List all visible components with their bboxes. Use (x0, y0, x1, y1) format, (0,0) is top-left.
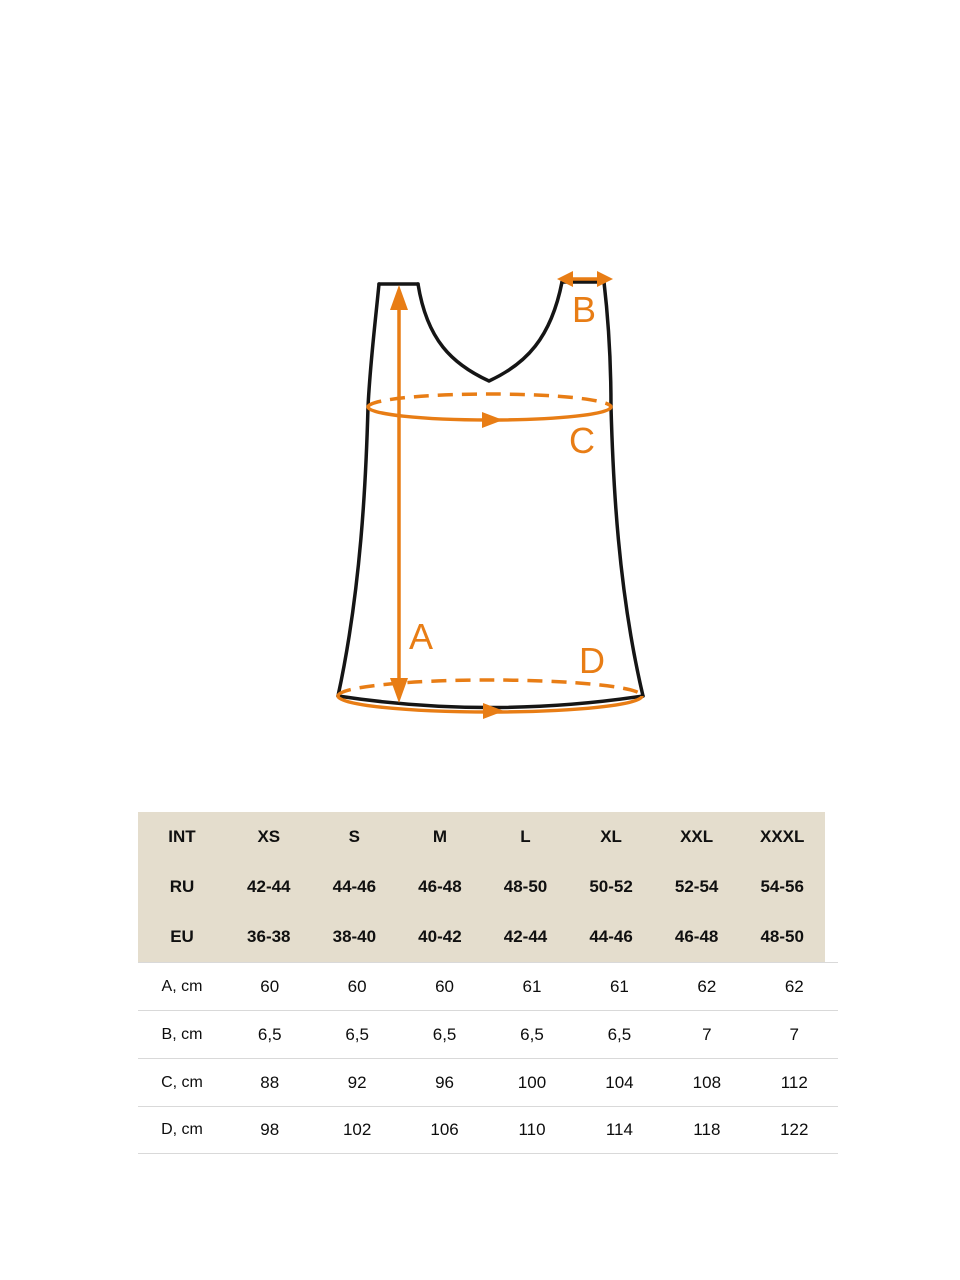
value-cell: 46-48 (674, 927, 719, 946)
row-label: A, cm (161, 977, 203, 995)
length-arrow-A (390, 285, 408, 703)
value-cell: 38-40 (332, 927, 377, 946)
size-table-header: INT XS S M L XL XXL XXXL RU 42-44 44-46 46-48 48-50 5… (138, 812, 825, 962)
value-cell: 102 (342, 1120, 372, 1139)
v-neckline (416, 280, 564, 383)
value-cell: 110 (518, 1120, 546, 1139)
value-cell: 52-54 (674, 877, 719, 896)
value-cell: 7 (789, 1024, 800, 1044)
value-cell: 6,5 (607, 1024, 632, 1044)
arrowhead-up-icon (390, 285, 408, 310)
value-cell: 7 (702, 1024, 712, 1044)
value-cell: 92 (347, 1072, 367, 1092)
label-length-A: A (409, 616, 433, 657)
value-cell: 106 (430, 1120, 459, 1139)
value-cell: 62 (784, 976, 804, 996)
value-cell: 112 (780, 1072, 808, 1092)
value-cell: 88 (260, 1072, 280, 1092)
value-cell: 122 (780, 1120, 809, 1139)
value-cell: 50-52 (589, 877, 633, 896)
value-cell: 36-38 (247, 927, 291, 946)
table-row: INT XS S M L XL XXL XXXL (138, 812, 825, 862)
arrowhead-right-icon (482, 412, 503, 428)
chest-ellipse-back (366, 392, 613, 408)
tank-top-diagram: A B C D (336, 271, 645, 719)
arrowhead-right-icon (483, 703, 504, 719)
value-cell: 108 (692, 1072, 722, 1092)
value-cell: 100 (517, 1072, 547, 1092)
value-cell: 44-46 (589, 927, 633, 946)
size-table: INT XS S M L XL XXL XXXL RU 42-44 44-46 46-48 48-50 5… (138, 812, 838, 1154)
value-cell: M (432, 827, 447, 846)
value-cell: 96 (435, 1072, 455, 1092)
label-hem-D: D (579, 640, 605, 681)
value-cell: 42-44 (247, 877, 291, 896)
arrowhead-down-icon (390, 678, 408, 703)
value-cell: 118 (693, 1120, 721, 1139)
value-cell: 6,5 (432, 1024, 457, 1044)
value-cell: 62 (697, 976, 717, 996)
hem-ellipse-back (336, 678, 644, 697)
row-label: INT (168, 827, 196, 846)
arrowhead-right-icon (597, 271, 613, 287)
value-cell: 44-46 (332, 877, 377, 896)
value-cell: 60 (435, 976, 455, 996)
table-row: B, cm 6,5 6,5 6,5 6,5 6,5 7 7 (138, 1010, 838, 1058)
label-strap-B: B (572, 289, 596, 330)
size-table-body: A, cm 60 60 60 61 61 62 62 B, cm 6,5 6,5 6,5 6,5 6,5 7… (138, 962, 838, 1154)
value-cell: L (520, 827, 531, 846)
value-cell: 48-50 (503, 877, 548, 896)
table-row: D, cm 98 102 106 110 114 118 122 (138, 1106, 838, 1154)
value-cell: 60 (347, 976, 367, 996)
right-side-seam (602, 280, 645, 698)
value-cell: 6,5 (345, 1024, 369, 1044)
value-cell: 61 (522, 976, 542, 996)
arrowhead-left-icon (557, 271, 573, 287)
chest-ellipse-C (366, 392, 613, 428)
value-cell: 6,5 (520, 1024, 544, 1044)
value-cell: 54-56 (760, 877, 804, 896)
value-cell: 40-42 (418, 927, 462, 946)
table-row: RU 42-44 44-46 46-48 48-50 50-52 52-54 54-56 (138, 862, 825, 912)
value-cell: 48-50 (760, 927, 804, 946)
label-chest-C: C (569, 420, 595, 461)
value-cell: 60 (260, 976, 280, 996)
row-label: RU (169, 877, 195, 896)
row-label: B, cm (161, 1025, 203, 1043)
table-row: A, cm 60 60 60 61 61 62 62 (138, 962, 838, 1010)
value-cell: XXL (680, 827, 714, 846)
value-cell: 6,5 (257, 1024, 282, 1044)
value-cell: 114 (605, 1120, 633, 1139)
row-label: C, cm (161, 1073, 203, 1091)
table-row: C, cm 88 92 96 100 104 108 112 (138, 1058, 838, 1106)
row-label: EU (170, 927, 194, 946)
value-cell: 98 (260, 1120, 280, 1139)
value-cell: 104 (605, 1072, 634, 1092)
value-cell: XXXL (760, 827, 805, 846)
value-cell: 46-48 (418, 877, 462, 896)
value-cell: S (348, 827, 361, 846)
hem-ellipse-D (336, 678, 644, 719)
value-cell: 42-44 (503, 927, 548, 946)
row-label: D, cm (161, 1121, 203, 1138)
strap-arrow-B (557, 271, 613, 287)
value-cell: XS (257, 827, 281, 846)
table-row: EU 36-38 38-40 40-42 42-44 44-46 46-48 48-50 (138, 912, 825, 962)
left-side-seam (336, 282, 381, 698)
value-cell: 61 (609, 976, 629, 996)
value-cell: XL (600, 827, 622, 846)
